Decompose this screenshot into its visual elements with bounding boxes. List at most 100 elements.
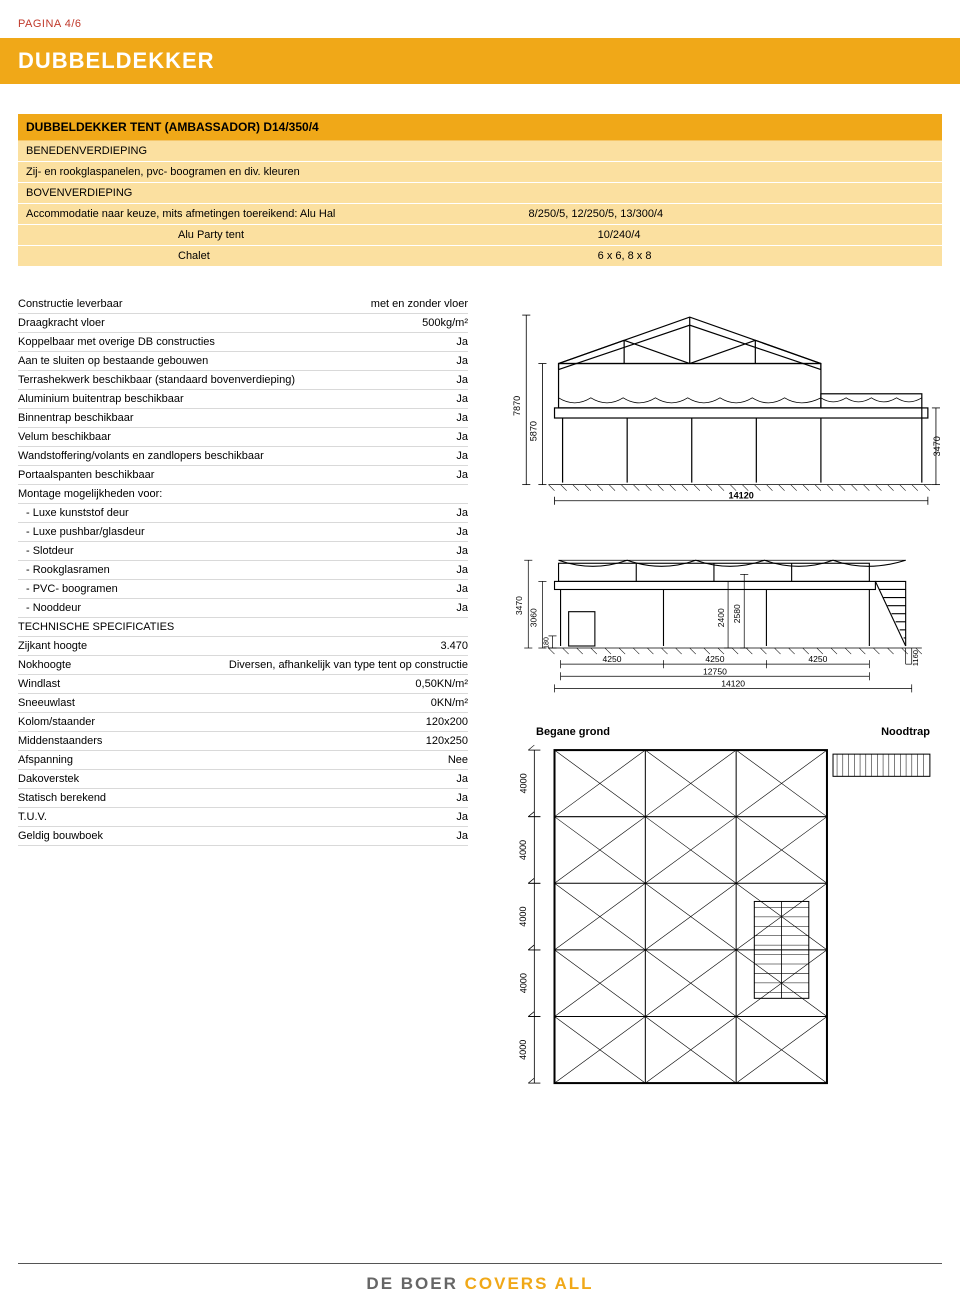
- orange-cell-value: 8/250/5, 12/250/5, 13/300/4: [521, 204, 942, 224]
- spec-value: Ja: [456, 583, 468, 595]
- spec-label: Terrashekwerk beschikbaar (standaard bov…: [18, 374, 305, 386]
- orange-cell-value: 6 x 6, 8 x 8: [590, 246, 942, 266]
- dim-label: 180: [543, 637, 550, 649]
- spec-label: Nokhoogte: [18, 659, 81, 671]
- spec-value: Ja: [456, 469, 468, 481]
- dim-label: 4250: [808, 654, 827, 664]
- spec-table: Constructie leverbaarmet en zonder vloer…: [18, 295, 468, 1152]
- spec-label: Aan te sluiten op bestaande gebouwen: [18, 355, 218, 367]
- orange-cell-label: BENEDENVERDIEPING: [18, 141, 521, 161]
- spec-value: 120x200: [426, 716, 468, 728]
- spec-value: Ja: [456, 792, 468, 804]
- svg-text:4000: 4000: [518, 973, 528, 993]
- dim-label: 7870: [512, 396, 522, 416]
- spec-value: Ja: [456, 564, 468, 576]
- dim-label: 12750: [703, 666, 727, 676]
- plan-label-right: Noodtrap: [881, 726, 930, 738]
- spec-row: Constructie leverbaarmet en zonder vloer: [18, 295, 468, 314]
- spec-value: 0KN/m²: [431, 697, 468, 709]
- spec-value: Ja: [456, 773, 468, 785]
- dim-label: 3060: [528, 608, 538, 627]
- spec-label: Sneeuwlast: [18, 697, 85, 709]
- spec-label: Constructie leverbaar: [18, 298, 133, 310]
- footer: DE BOER COVERS ALL: [18, 1263, 942, 1294]
- spec-row: - Luxe kunststof deurJa: [18, 504, 468, 523]
- spec-row: - Rookglasramen Ja: [18, 561, 468, 580]
- orange-cell-label: Accommodatie naar keuze, mits afmetingen…: [18, 204, 521, 224]
- spec-value: 120x250: [426, 735, 468, 747]
- spec-row: Koppelbaar met overige DB constructiesJa: [18, 333, 468, 352]
- spec-row: Middenstaanders 120x250: [18, 732, 468, 751]
- spec-row: Windlast 0,50KN/m²: [18, 675, 468, 694]
- spec-label: Velum beschikbaar: [18, 431, 121, 443]
- spec-row: Sneeuwlast 0KN/m²: [18, 694, 468, 713]
- dim-label: 1160: [911, 650, 920, 666]
- spec-label: Aluminium buitentrap beschikbaar: [18, 393, 194, 405]
- orange-row: Chalet6 x 6, 8 x 8: [18, 246, 942, 267]
- footer-brand-b: COVERS ALL: [465, 1274, 594, 1293]
- spec-row: Zijkant hoogte 3.470: [18, 637, 468, 656]
- spec-label: Koppelbaar met overige DB constructies: [18, 336, 225, 348]
- orange-cell-value: [521, 141, 942, 161]
- spec-row: - NooddeurJa: [18, 599, 468, 618]
- spec-label: Afspanning: [18, 754, 83, 766]
- spec-value: Ja: [456, 545, 468, 557]
- spec-row: Binnentrap beschikbaarJa: [18, 409, 468, 428]
- spec-label: Montage mogelijkheden voor:: [18, 488, 172, 500]
- spec-row: - Slotdeur Ja: [18, 542, 468, 561]
- diagram-elevation: 7870 5870: [498, 305, 942, 507]
- spec-row: AfspanningNee: [18, 751, 468, 770]
- spec-row: Draagkracht vloer500kg/m²: [18, 314, 468, 333]
- spec-label: - Rookglasramen: [18, 564, 120, 576]
- spec-label: Windlast: [18, 678, 70, 690]
- orange-cell-label: Zij- en rookglaspanelen, pvc- boogramen …: [18, 162, 521, 182]
- page-number: PAGINA 4/6: [0, 0, 960, 38]
- spec-label: Geldig bouwboek: [18, 830, 113, 842]
- spec-label: - Luxe pushbar/glasdeur: [18, 526, 155, 538]
- spec-label: Binnentrap beschikbaar: [18, 412, 144, 424]
- spec-value: Ja: [456, 355, 468, 367]
- spec-value: 3.470: [440, 640, 468, 652]
- spec-label: Zijkant hoogte: [18, 640, 97, 652]
- dim-label: 2580: [732, 604, 742, 623]
- spec-row: Montage mogelijkheden voor:: [18, 485, 468, 504]
- diagram-side: 3470 3060 180 2400 2580: [498, 535, 942, 696]
- spec-row: - PVC- boogramen Ja: [18, 580, 468, 599]
- spec-row: Nokhoogte Diversen, afhankelijk van type …: [18, 656, 468, 675]
- svg-text:4000: 4000: [518, 774, 528, 794]
- diagram-plan: Begane grond Noodtrap 400040004000400040…: [498, 724, 942, 1123]
- spec-value: 0,50KN/m²: [415, 678, 468, 690]
- dim-label: 3470: [514, 596, 524, 615]
- spec-row: Velum beschikbaarJa: [18, 428, 468, 447]
- spec-value: Ja: [456, 374, 468, 386]
- spec-row: Aluminium buitentrap beschikbaar Ja: [18, 390, 468, 409]
- spec-value: Diversen, afhankelijk van type tent op c…: [229, 659, 468, 671]
- spec-row: TECHNISCHE SPECIFICATIES: [18, 618, 468, 637]
- svg-text:4000: 4000: [518, 840, 528, 860]
- spec-row: Terrashekwerk beschikbaar (standaard bov…: [18, 371, 468, 390]
- spec-label: - Slotdeur: [18, 545, 84, 557]
- spec-value: 500kg/m²: [422, 317, 468, 329]
- spec-row: Aan te sluiten op bestaande gebouwen Ja: [18, 352, 468, 371]
- plan-label-left: Begane grond: [536, 726, 610, 738]
- svg-text:4000: 4000: [518, 1040, 528, 1060]
- diagrams-column: 7870 5870: [498, 295, 942, 1152]
- dim-label: 14120: [721, 678, 745, 688]
- spec-label: - PVC- boogramen: [18, 583, 128, 595]
- spec-value: Ja: [456, 602, 468, 614]
- spec-row: Wandstoffering/volants en zandlopers bes…: [18, 447, 468, 466]
- orange-row: BOVENVERDIEPING: [18, 183, 942, 204]
- spec-row: Kolom/staander120x200: [18, 713, 468, 732]
- spec-value: Ja: [456, 526, 468, 538]
- spec-label: Portaalspanten beschikbaar: [18, 469, 164, 481]
- dim-label: 4250: [602, 654, 621, 664]
- spec-row: - Luxe pushbar/glasdeur Ja: [18, 523, 468, 542]
- spec-label: Middenstaanders: [18, 735, 112, 747]
- spec-label: T.U.V.: [18, 811, 57, 823]
- spec-label: - Luxe kunststof deur: [18, 507, 139, 519]
- orange-row: Alu Party tent10/240/4: [18, 225, 942, 246]
- orange-cell-value: [521, 183, 942, 203]
- spec-value: Ja: [456, 393, 468, 405]
- spec-value: Ja: [456, 450, 468, 462]
- orange-row: BENEDENVERDIEPING: [18, 141, 942, 162]
